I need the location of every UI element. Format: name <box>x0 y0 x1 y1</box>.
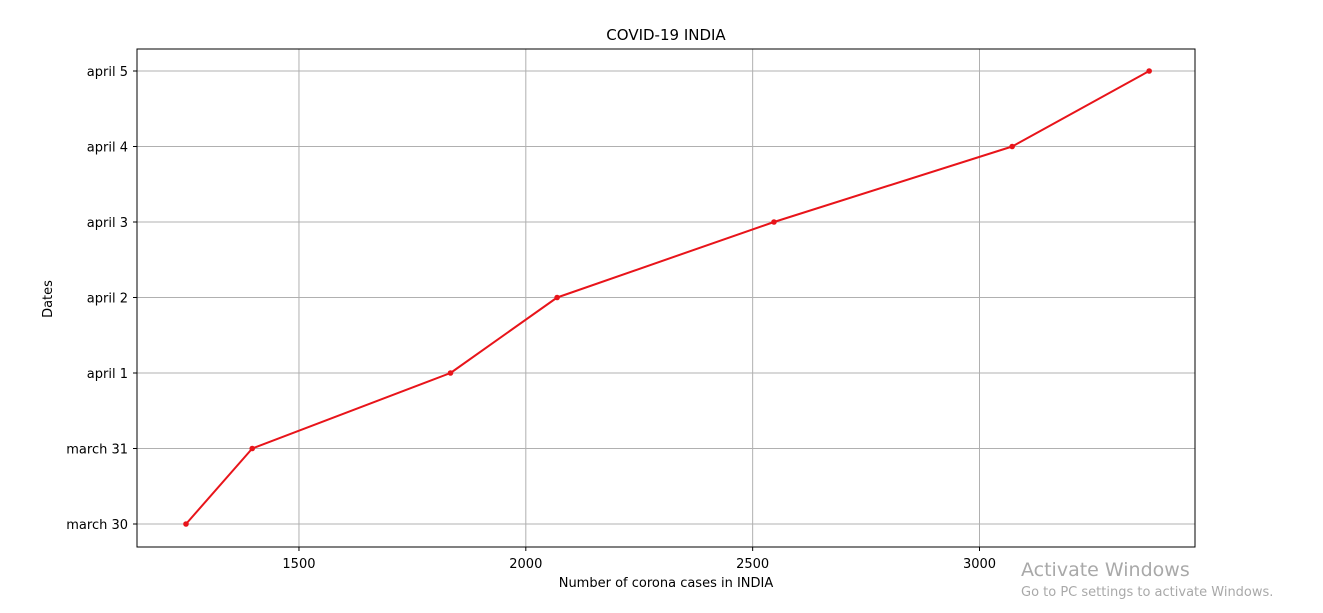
data-point <box>1009 143 1015 150</box>
x-axis-label: Number of corona cases in INDIA <box>559 576 774 591</box>
y-tick-label: april 4 <box>87 141 128 156</box>
data-point <box>249 445 256 452</box>
y-axis-label: Dates <box>41 280 56 318</box>
data-point <box>447 370 454 376</box>
x-tick-label: 1500 <box>282 557 315 572</box>
data-point <box>771 219 777 225</box>
y-tick-label: april 1 <box>87 367 128 382</box>
chart-title: COVID-19 INDIA <box>606 26 726 44</box>
activate-windows-subtitle: Go to PC settings to activate Windows. <box>1021 585 1274 600</box>
x-axis-ticks: 1500 2000 2500 3000 <box>282 547 996 572</box>
activate-windows-title: Activate Windows <box>1021 559 1190 581</box>
x-tick-label: 3000 <box>963 557 996 572</box>
y-tick-label: april 3 <box>87 216 128 231</box>
y-tick-label: march 30 <box>66 518 128 533</box>
y-tick-label: april 2 <box>87 292 128 307</box>
y-axis-ticks: march 30 march 31 april 1 april 2 april 3 apr… <box>66 65 137 533</box>
data-point <box>1146 68 1152 74</box>
y-tick-label: april 5 <box>87 65 128 80</box>
series-layer <box>183 68 1152 527</box>
data-point <box>183 521 189 527</box>
data-point <box>554 294 560 301</box>
x-tick-label: 2000 <box>509 557 542 572</box>
x-tick-label: 2500 <box>736 557 769 572</box>
y-tick-label: march 31 <box>66 443 128 458</box>
grid-lines <box>137 49 1195 547</box>
